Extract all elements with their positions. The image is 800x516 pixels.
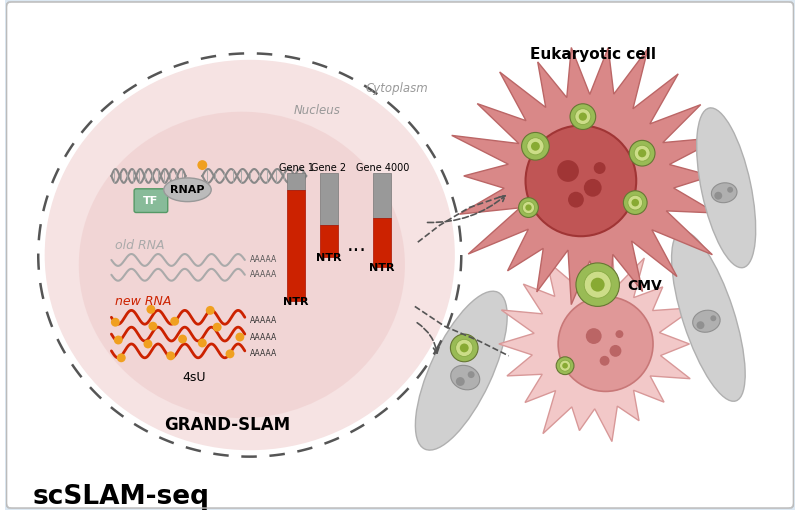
Ellipse shape [450,365,480,390]
Bar [320,173,338,225]
Text: new RNA: new RNA [115,295,172,308]
Text: AAAAA: AAAAA [250,332,277,342]
Circle shape [575,109,591,124]
Circle shape [170,317,179,326]
FancyBboxPatch shape [6,2,794,508]
Circle shape [456,340,473,357]
Circle shape [235,333,244,342]
Bar [287,190,305,301]
Circle shape [226,349,234,358]
Circle shape [615,330,623,338]
Circle shape [628,195,642,210]
Circle shape [710,315,716,321]
Bar [374,173,391,218]
Circle shape [527,138,544,155]
Text: Nucleus: Nucleus [294,104,341,117]
Circle shape [166,351,175,360]
Circle shape [518,198,538,217]
Circle shape [117,353,126,362]
Text: Gene 4000: Gene 4000 [355,163,409,173]
Text: NTR: NTR [316,253,342,263]
Circle shape [559,360,570,371]
Circle shape [630,140,655,166]
Circle shape [557,160,579,182]
Ellipse shape [78,111,405,418]
Text: AAAAA: AAAAA [250,255,277,265]
Text: ...: ... [346,235,366,255]
Circle shape [526,125,636,236]
Circle shape [146,305,155,314]
Circle shape [460,344,469,352]
Text: GRAND-SLAM: GRAND-SLAM [164,416,290,434]
Circle shape [213,322,222,332]
Circle shape [114,335,122,345]
Bar [287,173,305,190]
Ellipse shape [45,60,455,450]
Bar [374,218,391,267]
Circle shape [568,192,584,207]
Circle shape [586,328,602,344]
Text: TF: TF [143,196,158,206]
Polygon shape [499,247,694,442]
FancyBboxPatch shape [134,189,168,213]
Text: Gene 1: Gene 1 [278,163,314,173]
Circle shape [714,192,722,200]
Circle shape [178,334,187,344]
Circle shape [111,318,120,327]
Circle shape [526,204,532,211]
Bar [320,225,338,257]
FancyBboxPatch shape [5,0,795,510]
Circle shape [610,345,622,357]
Circle shape [198,160,207,170]
Text: NTR: NTR [283,297,309,308]
Circle shape [456,377,465,386]
Circle shape [584,179,602,197]
Circle shape [558,297,653,392]
Circle shape [631,199,639,206]
Ellipse shape [415,291,507,450]
Circle shape [600,356,610,366]
Circle shape [198,338,206,347]
Circle shape [634,145,650,161]
Text: NTR: NTR [370,263,395,273]
Circle shape [590,278,605,292]
Text: Cytoplasm: Cytoplasm [366,83,428,95]
Circle shape [570,104,596,130]
Circle shape [576,263,619,307]
Text: AAAAA: AAAAA [250,316,277,325]
Text: RNAP: RNAP [170,185,205,195]
Text: scSLAM-seq: scSLAM-seq [32,485,210,510]
Circle shape [149,322,158,331]
Circle shape [727,187,733,193]
Text: old RNA: old RNA [115,238,165,252]
Circle shape [522,133,550,160]
Circle shape [623,191,647,215]
Text: Gene 2: Gene 2 [311,163,346,173]
Circle shape [143,340,153,348]
Ellipse shape [672,231,745,401]
Text: Eukaryotic cell: Eukaryotic cell [530,47,656,62]
Circle shape [468,371,474,378]
Circle shape [556,357,574,375]
Ellipse shape [711,183,737,203]
Text: 4sU: 4sU [182,371,206,384]
Circle shape [562,363,568,368]
Circle shape [531,142,540,151]
Ellipse shape [693,310,720,332]
Circle shape [450,334,478,362]
Text: CMV: CMV [627,279,662,293]
Circle shape [697,321,705,329]
Circle shape [584,271,611,298]
Ellipse shape [164,178,211,202]
Circle shape [594,162,606,174]
Circle shape [638,149,646,157]
Circle shape [578,112,587,121]
Ellipse shape [697,108,756,268]
Circle shape [522,201,534,214]
Text: AAAAA: AAAAA [250,270,277,279]
Text: AAAAA: AAAAA [250,349,277,358]
Circle shape [206,306,214,315]
Polygon shape [452,47,722,312]
